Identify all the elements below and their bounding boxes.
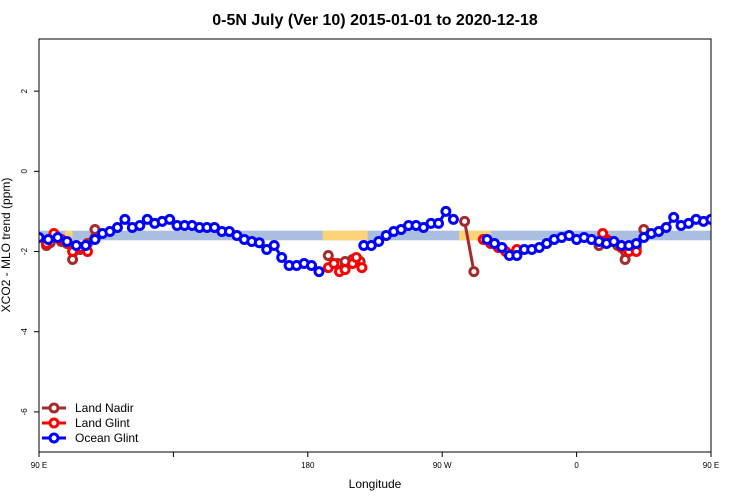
x-tick-label: 0	[574, 461, 579, 470]
y-axis: -6 -4 -2 0 2	[20, 88, 39, 415]
band-highlight	[459, 230, 491, 241]
data-point	[660, 222, 672, 233]
legend-item: Ocean Glint	[42, 431, 139, 445]
data-point	[356, 262, 368, 274]
data-point	[313, 266, 325, 278]
data-point	[253, 237, 265, 249]
x-axis: 90 E 180 90 W 0 90 E	[31, 452, 719, 470]
chart-title: 0-5N July (Ver 10) 2015-01-01 to 2020-12…	[212, 12, 538, 29]
band-highlight	[65, 230, 73, 241]
data-point	[61, 236, 73, 247]
legend-label: Ocean Glint	[75, 431, 139, 445]
x-tick-label: 90 E	[31, 461, 47, 470]
data-point	[119, 213, 131, 225]
x-tick-label: 90 E	[703, 461, 719, 470]
reference-band	[39, 230, 711, 241]
legend-swatch-marker	[48, 432, 60, 444]
legend-swatch-marker	[48, 402, 60, 414]
data-point	[80, 240, 92, 251]
data-point	[268, 240, 280, 251]
data-point	[322, 250, 334, 261]
data-point	[511, 250, 523, 261]
y-tick-label: -2	[20, 247, 29, 255]
data-point	[134, 220, 146, 231]
x-tick-label: 90 W	[433, 461, 452, 470]
data-point	[42, 234, 54, 245]
data-point	[668, 211, 680, 223]
x-tick-label: 180	[301, 461, 315, 470]
y-tick-label: 2	[20, 88, 29, 93]
series-line	[463, 221, 476, 272]
data-point	[705, 213, 711, 225]
plot-frame	[38, 38, 712, 453]
data-point	[89, 234, 101, 245]
legend-item: Land Nadir	[42, 401, 134, 415]
data-point	[433, 217, 444, 229]
data-point	[440, 205, 452, 217]
y-tick-label: 0	[20, 169, 29, 174]
band-highlight	[322, 230, 368, 241]
data-point	[447, 213, 459, 225]
data-point	[496, 242, 508, 253]
y-tick-label: -6	[20, 408, 29, 416]
data-point	[619, 254, 631, 265]
data-point	[111, 222, 123, 233]
y-axis-label: XCO2 - MLO trend (ppm)	[0, 178, 13, 313]
data-point	[630, 238, 642, 249]
data-point	[328, 258, 340, 269]
data-point	[306, 260, 317, 271]
data-point	[459, 215, 471, 227]
data-point	[39, 232, 45, 243]
legend-label: Land Glint	[75, 416, 130, 430]
data-point	[350, 252, 362, 263]
data-point	[468, 266, 480, 278]
y-tick-label: -4	[20, 328, 29, 336]
legend-label: Land Nadir	[75, 401, 134, 415]
series-ocean-glint	[39, 205, 711, 278]
data-point	[70, 240, 82, 251]
data-point	[276, 252, 288, 263]
data-point	[164, 213, 176, 225]
legend-item: Land Glint	[42, 416, 130, 430]
legend-swatch-marker	[48, 417, 60, 429]
data-point	[52, 232, 64, 243]
plot-area	[39, 205, 711, 278]
x-axis-label: Longitude	[349, 477, 402, 491]
data-point	[373, 236, 385, 247]
data-point	[339, 264, 351, 276]
